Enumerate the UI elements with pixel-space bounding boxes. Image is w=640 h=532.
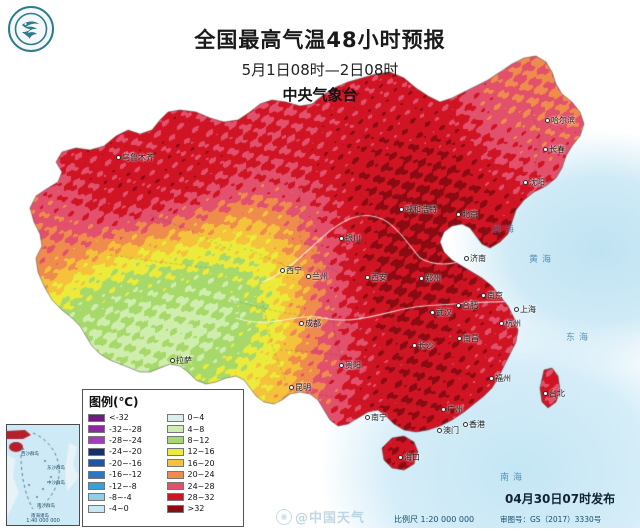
legend-label: -20~-16 (109, 458, 142, 468)
sea-label-2: 南海 (500, 473, 527, 483)
legend-swatch (88, 470, 105, 479)
legend-label: -32~-28 (109, 424, 142, 434)
sea-label-3: 渤海 (492, 225, 519, 235)
inset-scale: 1:40 000 000 (26, 518, 60, 524)
map-scale: 比例尺 1:20 000 000 (394, 515, 475, 524)
legend-swatch (88, 436, 105, 445)
legend-row: 8~12 (166, 435, 240, 446)
legend-row: 28~32 (166, 492, 240, 503)
legend-row: -8~-4 (88, 492, 161, 503)
page-title: 全国最高气温48小时预报 (194, 28, 446, 52)
approval-number: 审图号：GS（2017）3330号 (500, 515, 602, 524)
forecast-period: 5月1日08时—2日08时 (241, 61, 399, 79)
legend-swatch (88, 504, 105, 513)
legend-label: 20~24 (187, 470, 215, 480)
legend-row: -20~-16 (88, 458, 161, 469)
legend-row: 16~20 (166, 458, 240, 469)
legend-label: 16~20 (187, 458, 215, 468)
legend-row: >32 (166, 503, 240, 514)
legend-label: -12~-8 (109, 481, 137, 491)
legend-swatch (88, 413, 105, 422)
legend-label: 8~12 (187, 435, 210, 445)
issue-time: 04月30日07时发布 (505, 492, 616, 506)
legend-label: 28~32 (187, 492, 215, 502)
legend-row: -24~-20 (88, 446, 161, 457)
inset-label-0: 东沙群岛 (47, 466, 65, 471)
legend-label: 12~16 (187, 447, 215, 457)
legend-label: -8~-4 (109, 492, 132, 502)
legend-swatch (88, 493, 105, 502)
legend-column-cold: <-32 -32~-28 -28~-24 -24~-20 -20~-16 -16~-12-… (88, 412, 161, 515)
inset-map-canvas (7, 425, 79, 525)
legend-row: 12~16 (166, 446, 240, 457)
south-china-sea-inset-map: 东沙群岛 西沙群岛中沙群岛南沙群岛南海诸岛 1:40 000 000 (6, 424, 80, 526)
legend-swatch (166, 504, 184, 513)
legend-row: 20~24 (166, 469, 240, 480)
inset-label-3: 南沙群岛 (37, 504, 55, 509)
issuing-organization: 中央气象台 (282, 86, 358, 104)
legend-swatch (88, 447, 105, 456)
watermark: ◉ @中国天气 (276, 507, 365, 526)
sea-label-1: 东海 (566, 333, 593, 343)
legend-column-warm: 0~4 4~8 8~12 12~16 16~20 20~24 24~28 28~32 >32 (166, 412, 240, 515)
legend-row: -16~-12 (88, 469, 161, 480)
legend-row: 4~8 (166, 423, 240, 434)
legend-label: -4~0 (109, 504, 129, 514)
legend-swatch (166, 447, 184, 456)
legend-title: 图例(℃) (89, 395, 139, 409)
legend-label: 4~8 (187, 424, 205, 434)
legend-row: <-32 (88, 412, 161, 423)
legend-label: 0~4 (187, 413, 205, 423)
bottom-strip (0, 528, 640, 532)
legend-swatch (166, 470, 184, 479)
inset-label-2: 中沙群岛 (47, 481, 65, 486)
legend-swatch (166, 482, 184, 491)
weibo-logo-icon: ◉ (276, 508, 292, 525)
legend-swatch (166, 425, 184, 434)
temperature-legend: 图例(℃) <-32 -32~-28 -28~-24 -24~-20 -20~-16 -1… (82, 389, 244, 527)
cma-emblem-logo (8, 6, 54, 52)
legend-swatch (88, 482, 105, 491)
legend-swatch (88, 425, 105, 434)
legend-label: -24~-20 (109, 447, 142, 457)
legend-swatch (166, 413, 184, 422)
sea-label-0: 黄海 (529, 255, 556, 265)
inset-label-1: 西沙群岛 (21, 452, 39, 457)
legend-swatch (88, 459, 105, 468)
legend-row: 0~4 (166, 412, 240, 423)
inset-label-4: 南海诸岛 (31, 514, 49, 519)
legend-swatch (166, 436, 184, 445)
legend-swatch (166, 493, 184, 502)
legend-label: 24~28 (187, 481, 215, 491)
legend-label: -28~-24 (109, 435, 142, 445)
legend-row: 24~28 (166, 480, 240, 491)
legend-row: -28~-24 (88, 435, 161, 446)
legend-row: -4~0 (88, 503, 161, 514)
legend-label: >32 (187, 504, 205, 514)
watermark-text: @中国天气 (295, 511, 366, 526)
legend-label: <-32 (109, 413, 129, 423)
legend-label: -16~-12 (109, 470, 142, 480)
legend-swatch (166, 459, 184, 468)
title-block: 全国最高气温48小时预报 5月1日08时—2日08时 中央气象台 (170, 24, 470, 105)
legend-row: -12~-8 (88, 480, 161, 491)
legend-row: -32~-28 (88, 423, 161, 434)
